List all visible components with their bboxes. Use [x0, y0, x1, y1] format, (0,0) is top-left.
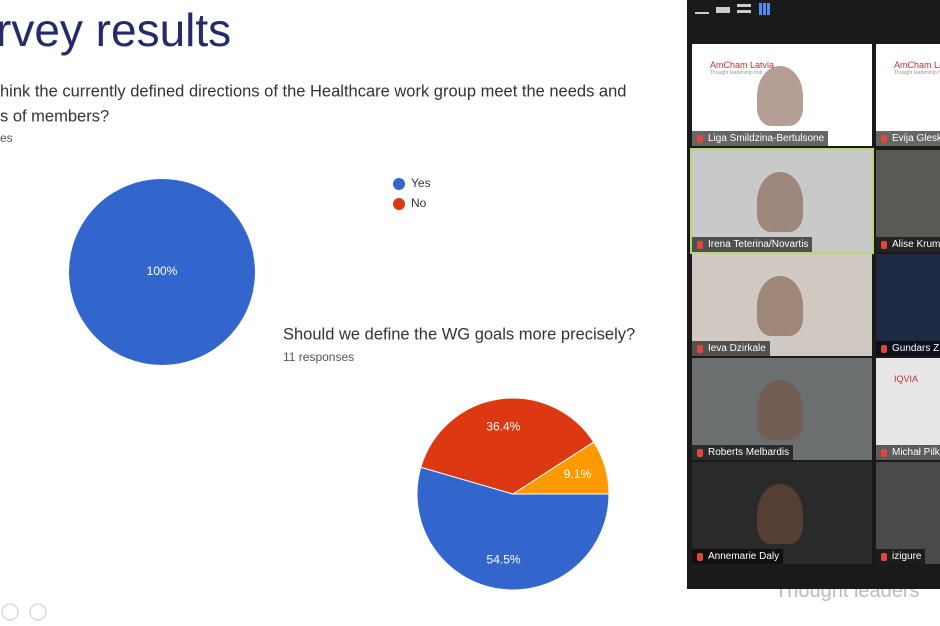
- responses: 11 responses: [283, 350, 354, 364]
- video-tile[interactable]: Gundars Z: [876, 254, 940, 356]
- pie-slice: [420, 397, 595, 495]
- video-tile[interactable]: izigure: [876, 462, 940, 564]
- data-label: 54.5%: [487, 553, 521, 567]
- pie-slice: [511, 441, 610, 495]
- video-tile[interactable]: Alise Krum: [876, 150, 940, 252]
- pie-slice: [416, 466, 610, 591]
- logo-text: IQVIA: [894, 374, 919, 384]
- question-line: hink the currently defined directions of…: [0, 82, 626, 100]
- pie-slice: [69, 179, 255, 365]
- participant-video: [757, 380, 803, 440]
- participant-video: [757, 276, 803, 336]
- logo-subtext: Thought leadership hub: [710, 70, 763, 76]
- zoom-icon[interactable]: [1, 603, 19, 621]
- participant-video: [757, 484, 803, 544]
- speaker-view-button[interactable]: [716, 7, 730, 13]
- more-icon[interactable]: [29, 603, 47, 621]
- data-label: 36.4%: [486, 420, 520, 434]
- minimize-button[interactable]: [695, 4, 709, 14]
- video-tile[interactable]: AmCham Latvia Thought leadership hub Liga …: [692, 44, 872, 146]
- participant-name: Gundars Z: [876, 341, 940, 356]
- slide: rvey results hink the currently defined …: [0, 4, 635, 621]
- logo-text: AmCham Latvia: [710, 60, 775, 70]
- strip-view-button[interactable]: [737, 4, 751, 13]
- video-tile[interactable]: Roberts Melbardis: [692, 358, 872, 460]
- gallery-panel: AmCham Latvia Thought leadership hub Liga …: [687, 0, 940, 589]
- participant-name: Irena Teterina/Novartis: [692, 237, 813, 252]
- participant-name: Alise Krum: [876, 237, 940, 252]
- participant-name: Evija Glesk: [876, 131, 940, 146]
- logo-text: AmCham Latvia: [894, 60, 940, 70]
- slide-title: rvey results: [0, 4, 231, 56]
- video-tile[interactable]: Annemarie Daly: [692, 462, 872, 564]
- participant-name: izigure: [876, 549, 926, 564]
- data-label: 9.1%: [564, 467, 592, 481]
- participant-name: Annemarie Daly: [692, 549, 784, 564]
- question-line: s of members?: [0, 107, 109, 125]
- question: Should we define the WG goals more preci…: [283, 325, 635, 343]
- legend-label: No: [411, 196, 427, 210]
- participant-video: [757, 66, 803, 126]
- video-tile[interactable]: Ieva Dzirkale: [692, 254, 872, 356]
- gallery-view-button[interactable]: [759, 3, 771, 15]
- legend-label: Yes: [411, 176, 431, 190]
- participant-video: [757, 172, 803, 232]
- data-label: 100%: [147, 264, 178, 278]
- logo: IQVIA: [894, 374, 918, 384]
- video-tile[interactable]: IQVIA Michał Pilk: [876, 358, 940, 460]
- participant-name: Roberts Melbardis: [692, 445, 794, 460]
- legend-swatch: [393, 178, 405, 190]
- responses: es: [0, 131, 13, 145]
- participant-name: Liga Smildzina-Bertulsone: [692, 131, 829, 146]
- video-tile[interactable]: Irena Teterina/Novartis: [690, 148, 874, 254]
- logo-subtext: Thought leadership hub: [894, 70, 940, 76]
- legend-swatch: [393, 198, 405, 210]
- participant-name: Michał Pilk: [876, 445, 940, 460]
- participant-name: Ieva Dzirkale: [692, 341, 770, 356]
